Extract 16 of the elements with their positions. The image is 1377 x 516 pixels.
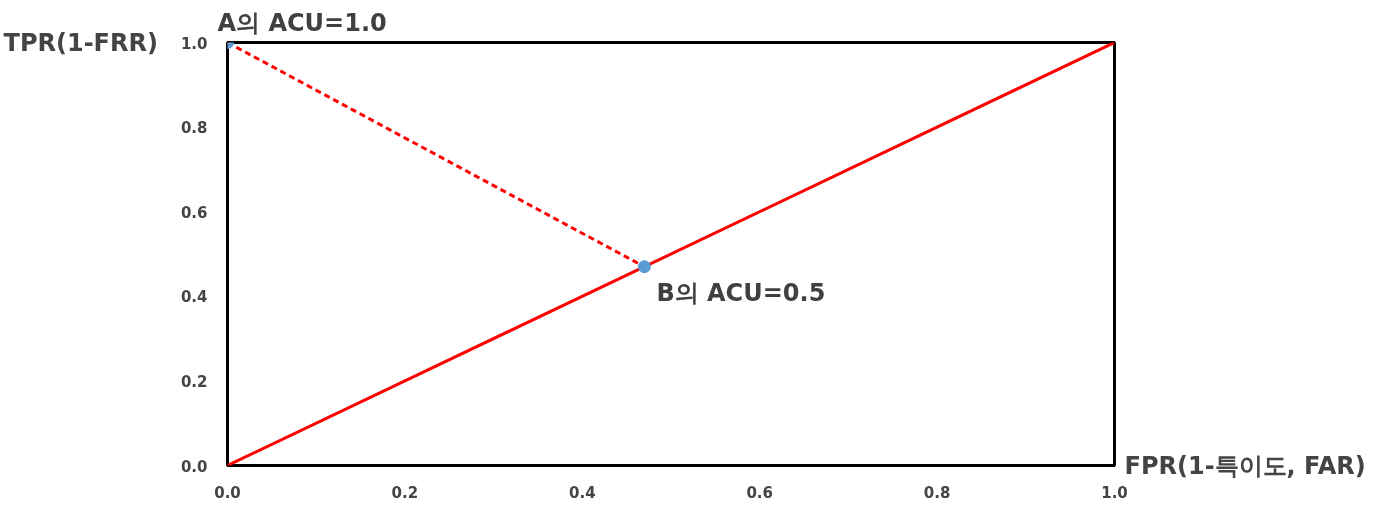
y-tick-label: 0.4 bbox=[180, 288, 208, 307]
y-tick-label: 1.0 bbox=[180, 34, 208, 53]
x-tick-label: 0.0 bbox=[214, 483, 241, 502]
annotation: B의 ACU=0.5 bbox=[656, 278, 826, 307]
x-tick-label: 0.8 bbox=[923, 483, 951, 502]
x-tick-label: 0.6 bbox=[746, 483, 773, 502]
x-tick-label: 0.4 bbox=[569, 483, 596, 502]
y-tick-label: 0.2 bbox=[180, 372, 208, 391]
x-axis-title: FPR(1-특이도, FAR) bbox=[1124, 451, 1366, 480]
y-tick-label: 0.0 bbox=[180, 457, 208, 476]
x-tick-label: 1.0 bbox=[1101, 483, 1128, 502]
text: A의 ACU=1.0 bbox=[217, 8, 387, 37]
y-tick-label: 0.6 bbox=[180, 203, 208, 222]
y-axis-title: TPR(1-FRR) bbox=[3, 28, 158, 57]
x-tick-label: 0.2 bbox=[391, 483, 419, 502]
y-tick-label: 0.8 bbox=[180, 119, 208, 138]
